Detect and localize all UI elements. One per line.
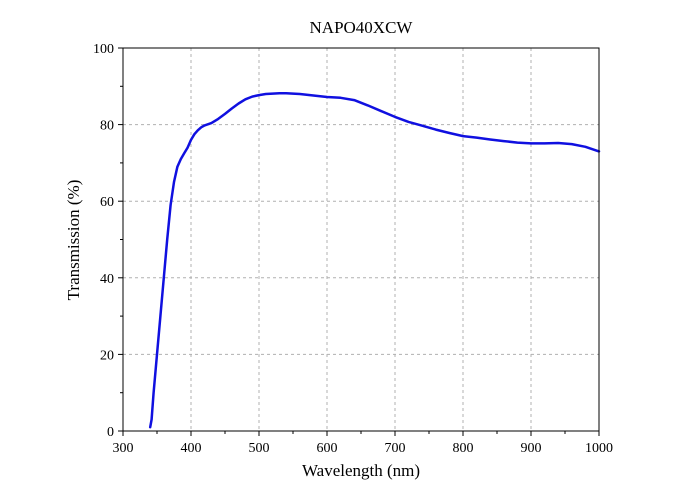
y-tick-label: 40 <box>100 272 114 287</box>
y-tick-label: 60 <box>100 195 114 210</box>
y-axis-label: Transmission (%) <box>64 180 83 301</box>
plot-frame <box>122 47 600 432</box>
x-tick-label: 800 <box>453 441 474 456</box>
x-tick-label: 900 <box>521 441 542 456</box>
x-tick-label: 400 <box>181 441 202 456</box>
tick-labels: 300 400 500 600 700 800 900 1000 0 20 40 60 80 100 <box>93 42 613 456</box>
x-tick-label: 300 <box>113 441 134 456</box>
x-tick-label: 700 <box>385 441 406 456</box>
y-tick-label: 80 <box>100 119 114 134</box>
grid <box>123 48 599 431</box>
plot-line <box>148 91 601 429</box>
y-tick-label: 20 <box>100 348 114 363</box>
x-axis-label: Wavelength (nm) <box>302 461 420 480</box>
chart-title: NAPO40XCW <box>310 18 414 37</box>
series-line <box>148 91 601 429</box>
y-tick-label: 0 <box>107 425 114 440</box>
x-tick-label: 500 <box>249 441 270 456</box>
y-tick-label: 100 <box>93 42 114 57</box>
x-tick-label: 1000 <box>585 441 613 456</box>
x-tick-label: 600 <box>317 441 338 456</box>
axis-ticks <box>118 47 600 436</box>
